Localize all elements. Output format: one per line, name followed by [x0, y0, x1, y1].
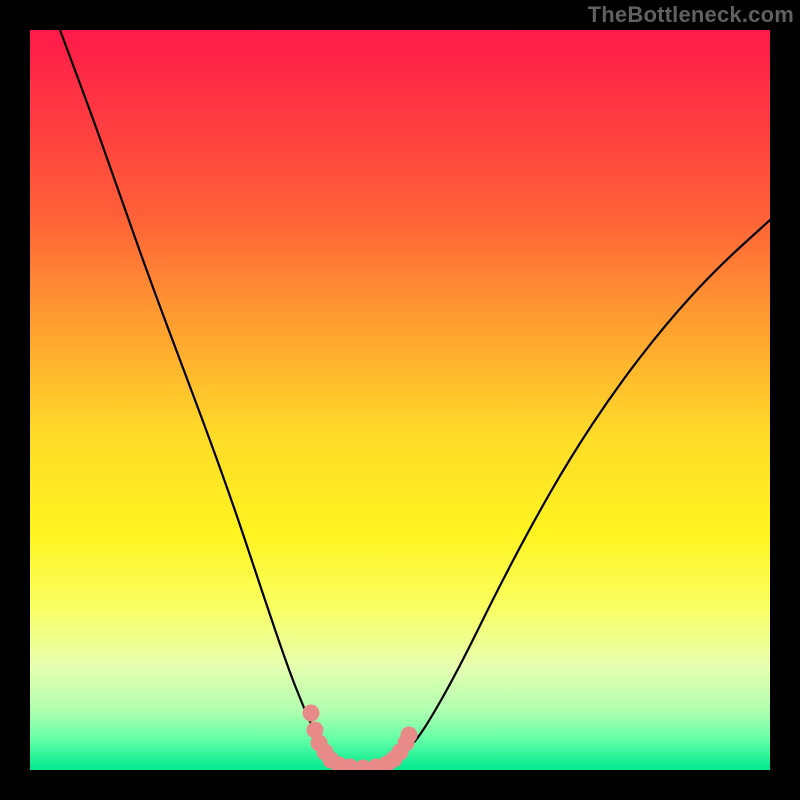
chart-svg [30, 30, 770, 770]
gradient-background [30, 30, 770, 770]
chart-frame: TheBottleneck.com [0, 0, 800, 800]
watermark-text: TheBottleneck.com [588, 2, 794, 28]
plot-area [30, 30, 770, 770]
marker-dot [401, 727, 418, 744]
marker-dot [303, 705, 320, 722]
